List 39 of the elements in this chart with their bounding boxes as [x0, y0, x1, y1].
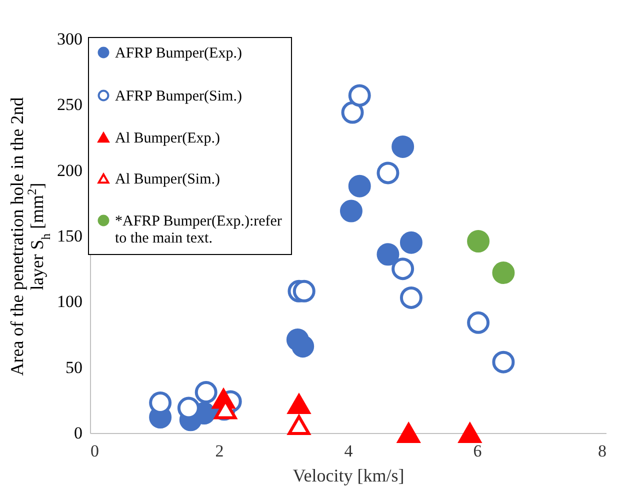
point — [376, 162, 400, 184]
point — [340, 200, 362, 222]
point — [400, 286, 422, 309]
point — [288, 415, 310, 436]
point — [467, 311, 490, 334]
point — [458, 423, 482, 443]
legend-label: *AFRP Bumper(Exp.):refer to the main text. — [115, 214, 282, 246]
point — [400, 231, 422, 254]
point — [492, 350, 515, 374]
x-tick-label: 0 — [90, 442, 99, 460]
point — [194, 381, 218, 404]
point — [397, 423, 420, 443]
legend-label: Al Bumper(Sim.) — [115, 172, 220, 188]
y-tick-label: 0 — [74, 424, 82, 442]
x-tick-label: 2 — [215, 442, 224, 460]
point — [467, 230, 490, 252]
point — [288, 394, 310, 414]
point — [292, 280, 316, 302]
legend-label: AFRP Bumper(Sim.) — [115, 88, 242, 104]
x-tick-label: 4 — [344, 442, 354, 460]
legend-label: Al Bumper(Exp.) — [115, 130, 220, 146]
point — [376, 243, 400, 266]
point — [492, 262, 515, 284]
legend-label: AFRP Bumper(Exp.) — [115, 46, 242, 62]
point — [341, 101, 364, 124]
y-tick-label: 100 — [57, 292, 82, 312]
y-tick-label: 50 — [66, 358, 82, 377]
point — [392, 135, 414, 158]
point — [392, 258, 414, 280]
y-tick-label: 250 — [57, 95, 82, 114]
x-tick-label: 8 — [598, 442, 606, 460]
y-tick-label: 150 — [57, 226, 82, 246]
point — [348, 174, 371, 198]
x-axis-title: Velocity [km/s] — [292, 466, 404, 486]
point — [348, 84, 371, 107]
y-tick-label: 300 — [57, 30, 82, 48]
point — [292, 335, 314, 358]
x-tick-label: 6 — [473, 442, 482, 460]
y-tick-label: 200 — [57, 160, 82, 180]
